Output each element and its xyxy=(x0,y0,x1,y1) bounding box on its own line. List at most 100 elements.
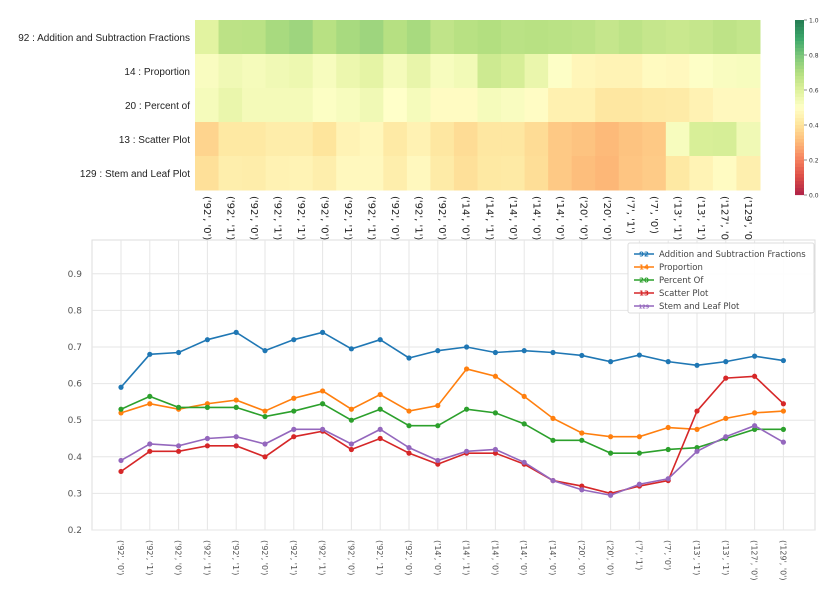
data-point-marker xyxy=(291,426,297,432)
legend-label: Proportion xyxy=(659,263,703,273)
colorbar-tick-label: 0.4 xyxy=(809,123,819,130)
data-point-marker xyxy=(636,352,643,358)
colorbar-segment xyxy=(795,51,804,56)
data-point-marker xyxy=(665,446,671,453)
heatmap-cell xyxy=(571,156,596,191)
legend-label: Scatter Plot xyxy=(659,289,709,299)
column-label: ('92', '0') xyxy=(389,196,400,240)
data-point-marker xyxy=(723,375,729,381)
y-tick-label: 0.6 xyxy=(68,380,83,390)
x-tick-label: ('129', '0') xyxy=(778,540,787,580)
data-point-marker xyxy=(176,443,182,449)
data-point-marker xyxy=(608,450,614,456)
colorbar-segment xyxy=(795,149,804,154)
data-point-marker xyxy=(176,404,182,410)
data-point-marker xyxy=(406,408,412,414)
data-point-marker xyxy=(780,357,787,364)
column-label: ('14', '0') xyxy=(554,196,565,240)
data-point-marker xyxy=(233,397,239,403)
heatmap-cell xyxy=(477,156,502,191)
heatmap-cell xyxy=(618,20,643,55)
heatmap-cell xyxy=(665,122,690,157)
x-tick-label: ('7', '1') xyxy=(634,540,643,570)
y-tick-label: 0.7 xyxy=(68,343,82,353)
colorbar-segment xyxy=(795,48,804,52)
row-label: 129 : Stem and Leaf Plot xyxy=(80,169,190,180)
data-point-marker xyxy=(521,459,527,465)
x-tick-label: ('127', '0') xyxy=(750,540,759,580)
heatmap-cell xyxy=(665,88,690,123)
data-point-marker xyxy=(118,384,124,390)
colorbar-segment xyxy=(795,76,804,80)
data-point-marker xyxy=(579,437,585,443)
heatmap-cell xyxy=(430,20,455,55)
data-point-marker xyxy=(262,413,268,420)
column-label: ('92', '0') xyxy=(248,196,259,240)
heatmap-cell xyxy=(736,122,761,157)
heatmap-cell xyxy=(218,122,243,157)
data-point-marker xyxy=(176,349,182,356)
column-label: ('92', '0') xyxy=(318,196,329,240)
legend-label: Percent Of xyxy=(659,276,704,286)
heatmap-cell xyxy=(524,54,549,89)
heatmap-cell xyxy=(689,54,714,89)
heatmap-cell xyxy=(218,54,243,89)
heatmap-cell xyxy=(548,20,573,55)
colorbar-segment xyxy=(795,156,804,161)
data-point-marker xyxy=(492,450,498,456)
colorbar-segment xyxy=(795,132,804,136)
data-point-marker xyxy=(348,346,354,352)
heatmap-cell xyxy=(430,88,455,123)
line-chart: 0.2 0.3 0.4 0.5 0.6 0.7 0.8 0.9 ('92', '0') ('92'… xyxy=(68,239,816,580)
column-label: ('92', '1') xyxy=(224,196,235,240)
data-point-marker xyxy=(147,441,153,447)
data-point-marker xyxy=(147,401,153,407)
data-point-marker xyxy=(694,362,700,368)
row-label: 13 : Scatter Plot xyxy=(119,135,190,146)
heatmap-cell xyxy=(242,20,267,55)
data-point-marker xyxy=(233,443,239,449)
heatmap-cell xyxy=(265,20,290,55)
heatmap-cell xyxy=(359,122,384,157)
data-point-marker xyxy=(636,450,643,456)
colorbar-segment xyxy=(795,114,804,119)
column-label: ('92', '0') xyxy=(201,196,212,240)
column-label: ('7', '0') xyxy=(648,196,659,234)
heatmap-cell xyxy=(571,88,596,123)
x-tick-label: ('20', '0') xyxy=(577,540,586,575)
heatmap-cell xyxy=(195,54,220,89)
data-point-marker xyxy=(377,406,383,412)
data-point-marker xyxy=(262,408,268,414)
column-label: ('92', '1') xyxy=(271,196,282,240)
data-point-marker xyxy=(723,434,729,440)
heatmap-cell xyxy=(501,88,526,123)
x-tick-label: ('7', '0') xyxy=(663,540,672,570)
colorbar-segment xyxy=(795,100,804,105)
data-point-marker xyxy=(608,434,614,440)
column-label: ('13', '1') xyxy=(672,196,683,240)
data-point-marker xyxy=(435,461,441,467)
data-point-marker xyxy=(694,445,700,451)
data-point-marker xyxy=(636,434,643,440)
heatmap-cell xyxy=(406,20,431,55)
data-point-marker xyxy=(752,426,758,432)
heatmap-cell xyxy=(548,156,573,191)
data-point-marker xyxy=(780,439,787,445)
data-point-marker xyxy=(608,492,614,498)
heatmap-cell xyxy=(501,54,526,89)
data-point-marker xyxy=(752,410,758,416)
data-point-marker xyxy=(204,443,210,449)
heatmap-cell xyxy=(289,122,314,157)
data-point-marker xyxy=(435,402,441,409)
data-point-marker xyxy=(204,404,210,410)
heatmap-cell xyxy=(642,156,667,191)
data-point-marker xyxy=(291,337,297,343)
heatmap-cell xyxy=(712,20,737,55)
data-point-marker xyxy=(262,454,268,460)
data-point-marker xyxy=(579,430,585,436)
data-point-marker xyxy=(118,457,124,464)
colorbar-segment xyxy=(795,174,804,178)
heatmap-cell xyxy=(312,156,337,191)
data-point-marker xyxy=(406,423,412,429)
